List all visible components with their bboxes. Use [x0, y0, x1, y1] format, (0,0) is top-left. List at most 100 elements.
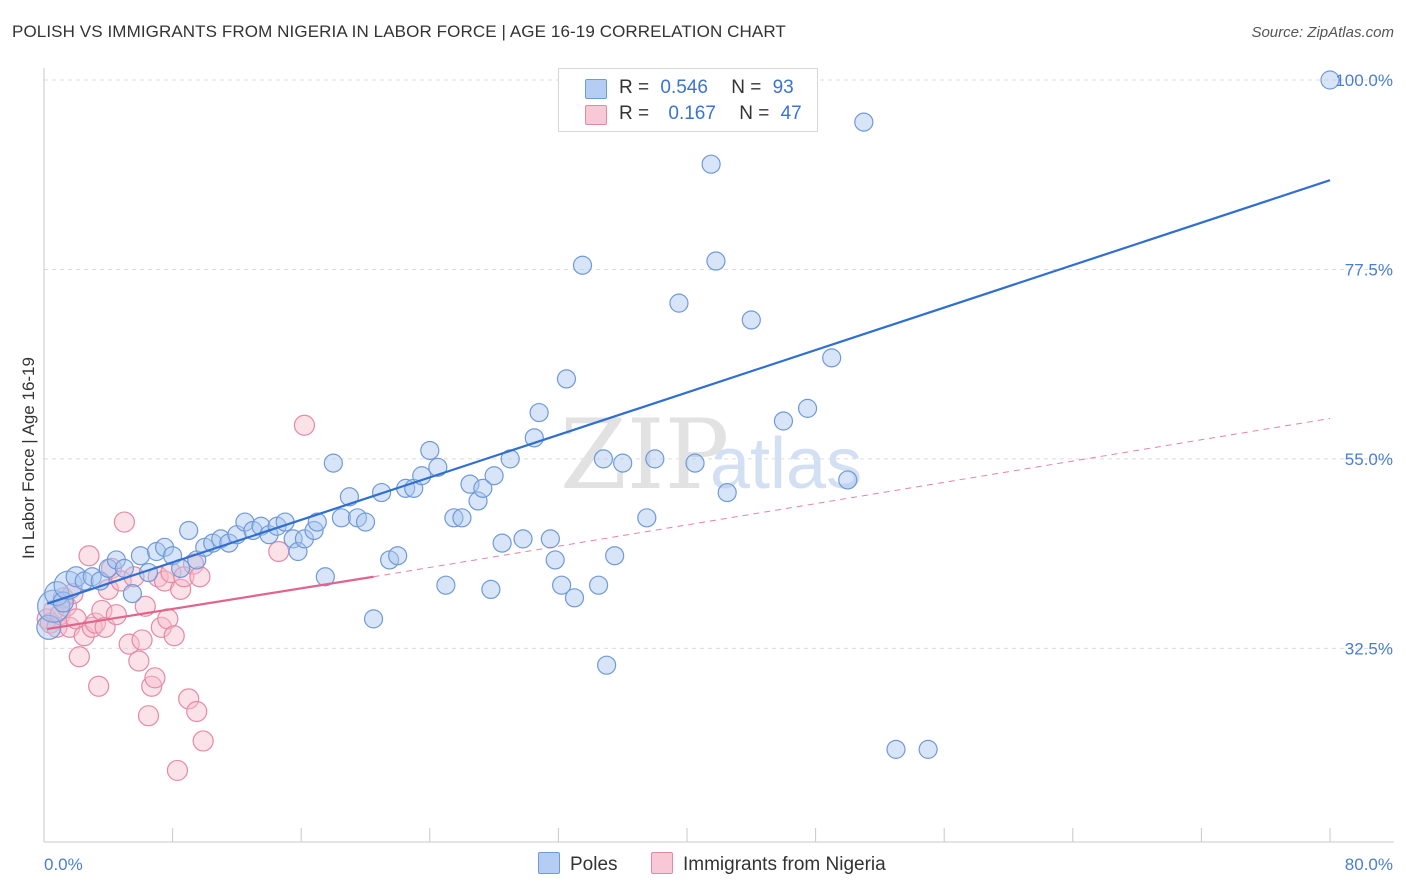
data-point — [685, 453, 705, 473]
data-point — [1320, 70, 1340, 90]
data-point — [513, 529, 533, 549]
data-point — [179, 520, 199, 541]
data-point — [122, 584, 143, 604]
data-point — [556, 369, 577, 389]
data-point — [388, 546, 408, 566]
data-point — [473, 478, 493, 498]
data-point — [293, 414, 316, 436]
data-point — [552, 575, 572, 595]
data-point — [355, 512, 376, 532]
data-point — [564, 588, 585, 608]
source-label: Source: ZipAtlas.com — [1251, 24, 1394, 41]
data-point — [854, 112, 874, 132]
data-point — [68, 646, 90, 668]
nigeria-swatch — [585, 105, 607, 125]
poles-r-value: 0.546 — [660, 77, 708, 98]
data-point — [460, 474, 480, 494]
data-point — [613, 453, 633, 473]
data-point — [323, 453, 343, 473]
data-point — [588, 575, 609, 595]
poles-r-label: R = — [619, 77, 650, 98]
data-point — [918, 739, 938, 759]
data-point — [717, 482, 737, 503]
data-point — [288, 541, 308, 562]
data-point — [178, 688, 200, 710]
data-point — [163, 625, 185, 647]
data-point — [363, 609, 384, 629]
data-point — [452, 508, 472, 528]
data-point — [88, 675, 110, 697]
data-point — [186, 700, 208, 723]
data-point — [572, 255, 593, 275]
data-point — [315, 567, 335, 587]
data-point — [307, 512, 327, 532]
stats-legend: R = 0.546 N = 93 R = 0.167 N = 47 — [558, 68, 818, 132]
nigeria-trend-extension — [373, 417, 1331, 578]
y-tick-label: 55.0% — [1345, 450, 1393, 469]
data-point — [134, 595, 156, 617]
data-point — [192, 730, 214, 752]
legend-item-nigeria[interactable]: Immigrants from Nigeria — [651, 852, 886, 876]
data-point — [436, 575, 456, 595]
x-tick-max: 80.0% — [1345, 855, 1393, 874]
poles-points — [36, 70, 1340, 759]
data-point — [141, 675, 163, 697]
data-point — [130, 546, 151, 566]
data-point — [481, 579, 501, 600]
nigeria-points — [36, 414, 316, 782]
data-point — [797, 398, 818, 418]
data-point — [144, 667, 166, 689]
data-point — [529, 402, 549, 423]
data-point — [669, 293, 689, 313]
data-point — [170, 578, 192, 601]
data-point — [283, 529, 303, 549]
y-tick-labels: 100.0% 77.5% 55.0% 32.5% — [1335, 71, 1393, 658]
data-point — [444, 508, 464, 528]
data-point — [118, 633, 140, 655]
data-point — [331, 508, 351, 528]
data-point — [645, 449, 665, 469]
y-tick-label: 100.0% — [1335, 71, 1393, 90]
data-point — [128, 650, 150, 672]
nigeria-trend-line — [47, 575, 374, 631]
data-point — [166, 759, 189, 782]
x-tick-min: 0.0% — [44, 855, 83, 874]
data-point — [822, 348, 842, 368]
axes — [43, 68, 1394, 843]
trend-lines — [46, 179, 1331, 631]
data-point — [110, 570, 132, 592]
nigeria-legend-label: Immigrants from Nigeria — [683, 854, 886, 875]
poles-n-value: 93 — [772, 77, 794, 98]
data-point — [701, 154, 721, 174]
data-point — [339, 487, 360, 507]
data-point — [605, 546, 625, 566]
data-point — [597, 655, 617, 675]
data-point — [773, 411, 794, 431]
poles-trend-line — [46, 179, 1331, 605]
data-point — [420, 440, 440, 461]
data-point — [468, 491, 488, 511]
data-point — [428, 457, 448, 477]
data-point — [114, 558, 134, 578]
nigeria-n-value: 47 — [780, 103, 802, 124]
nigeria-n-label: N = — [739, 103, 770, 124]
poles-legend-swatch — [538, 852, 560, 874]
nigeria-legend-swatch — [651, 852, 673, 874]
data-point — [412, 466, 432, 486]
data-point — [741, 310, 761, 330]
poles-swatch — [585, 79, 607, 99]
poles-n-label: N = — [731, 77, 762, 98]
data-point — [484, 466, 504, 486]
poles-legend-label: Poles — [570, 854, 618, 875]
y-tick-label: 77.5% — [1345, 260, 1393, 279]
data-point — [637, 508, 657, 528]
y-tick-label: 32.5% — [1345, 639, 1393, 658]
chart-title: POLISH VS IMMIGRANTS FROM NIGERIA IN LAB… — [12, 22, 786, 41]
legend-item-poles[interactable]: Poles — [538, 852, 618, 876]
data-point — [838, 470, 858, 490]
data-point — [706, 251, 726, 271]
watermark-zip: ZIP — [560, 399, 729, 511]
data-point — [492, 533, 512, 553]
data-point — [545, 550, 565, 570]
